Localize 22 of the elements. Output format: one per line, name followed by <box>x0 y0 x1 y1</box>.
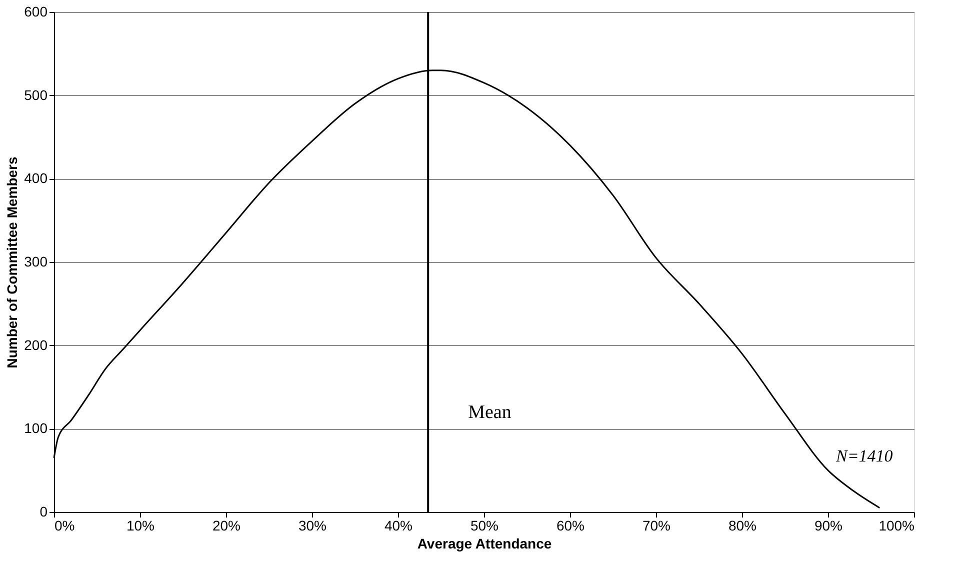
y-tick-label: 400 <box>24 170 48 186</box>
y-axis-title: Number of Committee Members <box>4 156 20 368</box>
y-tick-label: 600 <box>24 4 48 20</box>
x-tick-label: 40% <box>384 518 413 534</box>
x-tick-label: 0% <box>54 518 75 534</box>
x-tick-label: 50% <box>470 518 499 534</box>
y-tick-label: 200 <box>24 336 48 353</box>
y-tick-label: 0 <box>40 504 48 520</box>
ref-line-label: Mean <box>468 402 512 423</box>
y-tick-label: 300 <box>24 254 48 270</box>
x-tick-label: 60% <box>556 518 585 534</box>
x-tick-label: 100% <box>878 518 914 534</box>
x-tick-label: 20% <box>212 518 241 534</box>
x-axis-title: Average Attendance <box>417 536 552 552</box>
x-tick-label: 30% <box>298 518 327 534</box>
x-tick-label: 10% <box>126 518 155 534</box>
annotation: N=1410 <box>835 446 894 466</box>
y-tick-label: 500 <box>24 86 48 103</box>
x-tick-label: 90% <box>814 518 843 534</box>
x-tick-label: 70% <box>642 518 671 534</box>
y-tick-label: 100 <box>24 420 48 436</box>
x-tick-label: 80% <box>728 518 757 534</box>
